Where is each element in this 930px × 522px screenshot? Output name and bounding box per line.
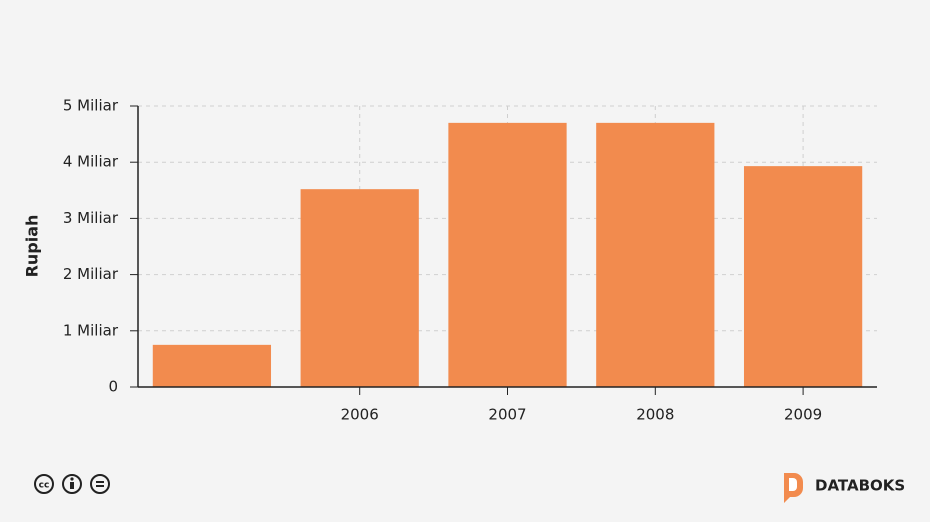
svg-text:cc: cc — [39, 481, 50, 491]
bar — [152, 344, 272, 387]
bar — [743, 166, 863, 387]
x-tick-label: 2006 — [341, 406, 379, 424]
bar — [596, 122, 715, 388]
brand-logo — [784, 473, 803, 503]
y-tick-label: 0 — [108, 378, 118, 396]
y-tick-label: 5 Miliar — [63, 97, 119, 115]
x-tick-label: 2007 — [488, 406, 526, 424]
brand: DATABOKS — [815, 477, 905, 495]
y-tick-label: 4 Miliar — [63, 153, 119, 171]
y-tick-label: 1 Miliar — [63, 321, 119, 339]
bar — [300, 189, 419, 387]
marks — [152, 122, 863, 388]
x-tick-label: 2008 — [636, 406, 674, 424]
y-tick-label: 3 Miliar — [63, 209, 119, 227]
y-tick-label: 2 Miliar — [63, 265, 119, 283]
license-icons: cc — [34, 474, 110, 494]
y-axis-label: Rupiah — [23, 215, 42, 278]
bar — [448, 122, 567, 388]
x-tick-label: 2009 — [784, 406, 822, 424]
